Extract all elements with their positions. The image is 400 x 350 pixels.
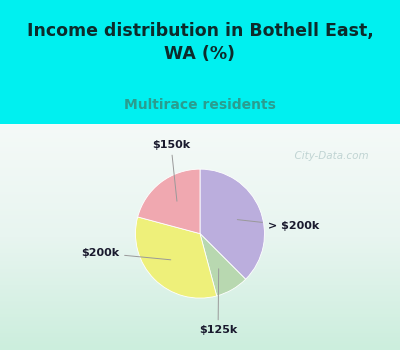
Wedge shape [200, 234, 246, 296]
Text: > $200k: > $200k [237, 219, 319, 231]
Text: $150k: $150k [152, 140, 190, 201]
Wedge shape [200, 169, 264, 279]
Text: Income distribution in Bothell East,
WA (%): Income distribution in Bothell East, WA … [27, 22, 373, 63]
Text: $125k: $125k [199, 269, 237, 335]
Text: Multirace residents: Multirace residents [124, 98, 276, 112]
Text: $200k: $200k [81, 248, 171, 260]
Wedge shape [136, 217, 217, 298]
Text: City-Data.com: City-Data.com [288, 151, 369, 161]
Wedge shape [138, 169, 200, 234]
